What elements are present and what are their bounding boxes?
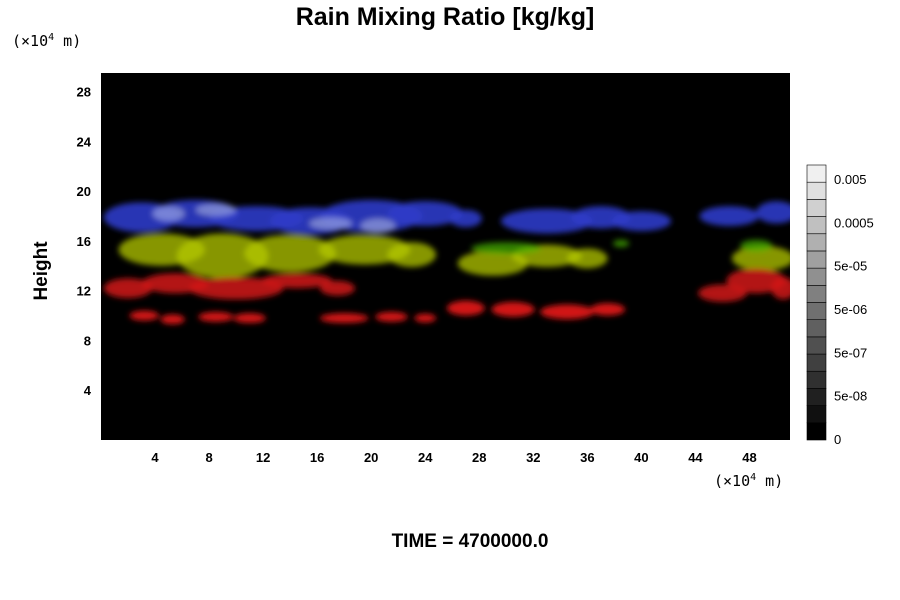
colorbar-level [806,388,827,406]
colorbar-label: 5e-08 [834,389,867,404]
x-tick-labels: 4 8 12 16 20 24 28 32 36 40 44 48 [151,450,756,465]
x-tick-label: 16 [310,450,324,465]
x-tick-label: 48 [742,450,756,465]
blue-white-cell [360,218,396,234]
x-tick-label: 40 [634,450,648,465]
y-unit-suffix: m) [54,32,82,50]
red-lower-cell [414,313,437,323]
y-tick-label: 20 [77,184,91,199]
colorbar-label: 5e-05 [834,259,867,274]
colorbar-label: 0.005 [834,172,867,187]
x-tick-label: 44 [688,450,703,465]
y-tick-label: 4 [84,383,92,398]
blue-white-cell [152,206,185,222]
blue-cell [387,201,464,227]
y-axis-unit: (×104 m) [12,32,81,50]
colorbar-level [806,405,827,424]
red-upper-cell [103,278,153,299]
x-tick-label: 24 [418,450,433,465]
red-lower-cell [590,303,626,316]
colorbar-label: 5e-06 [834,302,867,317]
yellow-green-cell [176,233,269,279]
yellow-green-cell [387,242,437,268]
y-unit-prefix: (×10 [12,32,49,50]
green-cell [471,242,542,255]
green-cell [613,239,630,248]
time-label: TIME = 4700000.0 [391,531,549,552]
colorbar-level [806,302,827,320]
yellow-green-cell [318,234,411,265]
colorbar-level [806,353,827,372]
colorbar [806,164,827,441]
x-tick-label: 20 [364,450,378,465]
blue-cell [449,209,482,228]
colorbar-label: 0.0005 [834,215,874,230]
x-unit-exponent: 4 [750,472,757,483]
green-cell [740,239,773,253]
red-lower-cell [233,313,266,324]
red-lower-cell [375,311,408,322]
y-unit-exponent: 4 [48,32,55,43]
colorbar-level [806,285,827,303]
colorbar-level [806,181,827,200]
y-tick-label: 8 [84,333,91,348]
colorbar-label: 5e-07 [834,345,867,360]
blue-cell [611,211,672,231]
red-upper-cell [726,268,786,294]
x-unit-suffix: m) [756,472,784,490]
blue-cell [756,201,790,224]
colorbar-level [806,319,827,338]
colorbar-level [806,216,827,235]
colorbar-labels: 0.005 0.0005 5e-05 5e-06 5e-07 5e-08 0 [834,172,874,447]
colorbar-level [806,199,827,217]
red-upper-cell [319,280,355,296]
y-tick-label: 12 [77,284,91,299]
blue-cell [699,206,759,227]
x-tick-label: 4 [151,450,159,465]
colorbar-level [806,164,827,183]
colorbar-level [806,267,827,286]
colorbar-label: 0 [834,432,841,447]
yellow-green-cell [244,234,337,273]
x-tick-label: 28 [472,450,486,465]
x-axis-unit: (×104 m) [714,472,783,490]
y-tick-label: 28 [77,85,91,100]
red-upper-cell [188,277,284,300]
x-tick-label: 8 [205,450,212,465]
colorbar-level [806,336,827,355]
rain-field [103,199,790,325]
yellow-green-cell [731,245,790,271]
blue-cell [500,208,593,234]
x-unit-prefix: (×10 [714,472,751,490]
red-lower-cell [129,310,160,321]
yellow-green-cell [567,248,608,269]
red-upper-cell [261,273,333,289]
colorbar-level [806,250,827,269]
x-tick-label: 32 [526,450,540,465]
red-lower-cell [160,314,185,325]
chart-title: Rain Mixing Ratio [kg/kg] [295,3,595,31]
blue-white-cell [309,217,353,230]
colorbar-level [806,370,827,389]
red-lower-cell [198,311,234,322]
y-tick-label: 24 [77,134,92,149]
red-lower-cell [319,313,369,324]
yellow-green-cell [457,250,528,276]
red-lower-cell [540,304,595,320]
y-tick-label: 16 [77,234,91,249]
y-tick-labels: 4 8 12 16 20 24 28 [77,85,92,399]
red-lower-cell [446,300,485,316]
blue-white-cell [195,203,237,217]
x-tick-label: 12 [256,450,270,465]
colorbar-level [806,233,827,252]
x-tick-label: 36 [580,450,594,465]
red-upper-cell [771,277,790,300]
colorbar-level [806,422,827,441]
red-lower-cell [491,301,535,317]
